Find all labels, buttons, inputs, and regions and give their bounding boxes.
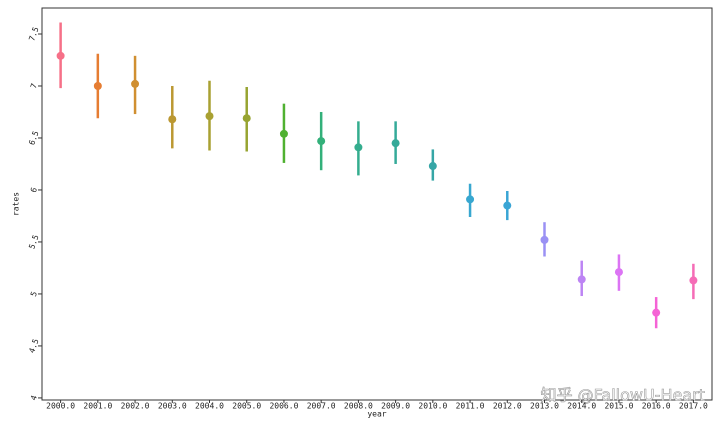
point: [317, 137, 326, 146]
x-tick-label: 2010.0: [418, 402, 447, 411]
y-tick-label: 6.5: [27, 129, 40, 146]
point: [652, 308, 661, 317]
y-axis-label: rates: [12, 192, 21, 216]
x-tick-label: 2008.0: [344, 402, 373, 411]
x-tick-label: 2004.0: [195, 402, 224, 411]
y-tick-label: 7: [29, 82, 39, 90]
watermark: 知乎 @FallowU-Heart: [541, 386, 705, 405]
point: [614, 268, 623, 277]
x-tick-label: 2002.0: [121, 402, 150, 411]
point: [56, 51, 65, 60]
point: [354, 143, 363, 152]
point: [577, 275, 586, 284]
x-tick-label: 2005.0: [232, 402, 261, 411]
x-tick-label: 2009.0: [381, 402, 410, 411]
point: [540, 235, 549, 244]
x-axis-label: year: [367, 410, 386, 419]
point: [503, 201, 512, 210]
x-tick-label: 2013.0: [530, 402, 559, 411]
x-tick-label: 2007.0: [307, 402, 336, 411]
x-tick-label: 2003.0: [158, 402, 187, 411]
y-tick-label: 5: [29, 290, 39, 298]
point: [205, 112, 214, 121]
point: [93, 81, 102, 90]
point: [689, 276, 698, 285]
x-tick-label: 2015.0: [604, 402, 633, 411]
x-tick-label: 2000.0: [46, 402, 75, 411]
axes-frame: [41, 7, 713, 401]
y-tick-label: 7.5: [27, 25, 40, 42]
x-tick-label: 2001.0: [83, 402, 112, 411]
point: [242, 114, 251, 123]
point: [168, 115, 177, 124]
y-tick-label: 4: [29, 394, 39, 402]
x-tick-label: 2012.0: [493, 402, 522, 411]
x-tick-label: 2014.0: [567, 402, 596, 411]
x-tick-label: 2006.0: [269, 402, 298, 411]
point: [466, 195, 475, 204]
x-tick-label: 2016.0: [642, 402, 671, 411]
x-tick-label: 2017.0: [679, 402, 708, 411]
point: [131, 79, 140, 88]
y-tick-label: 5.5: [27, 233, 40, 250]
y-tick-label: 4.5: [27, 337, 40, 354]
x-tick-label: 2011.0: [456, 402, 485, 411]
point: [428, 162, 437, 171]
y-tick-label: 6: [29, 186, 39, 194]
point: [279, 129, 288, 138]
point: [391, 139, 400, 148]
